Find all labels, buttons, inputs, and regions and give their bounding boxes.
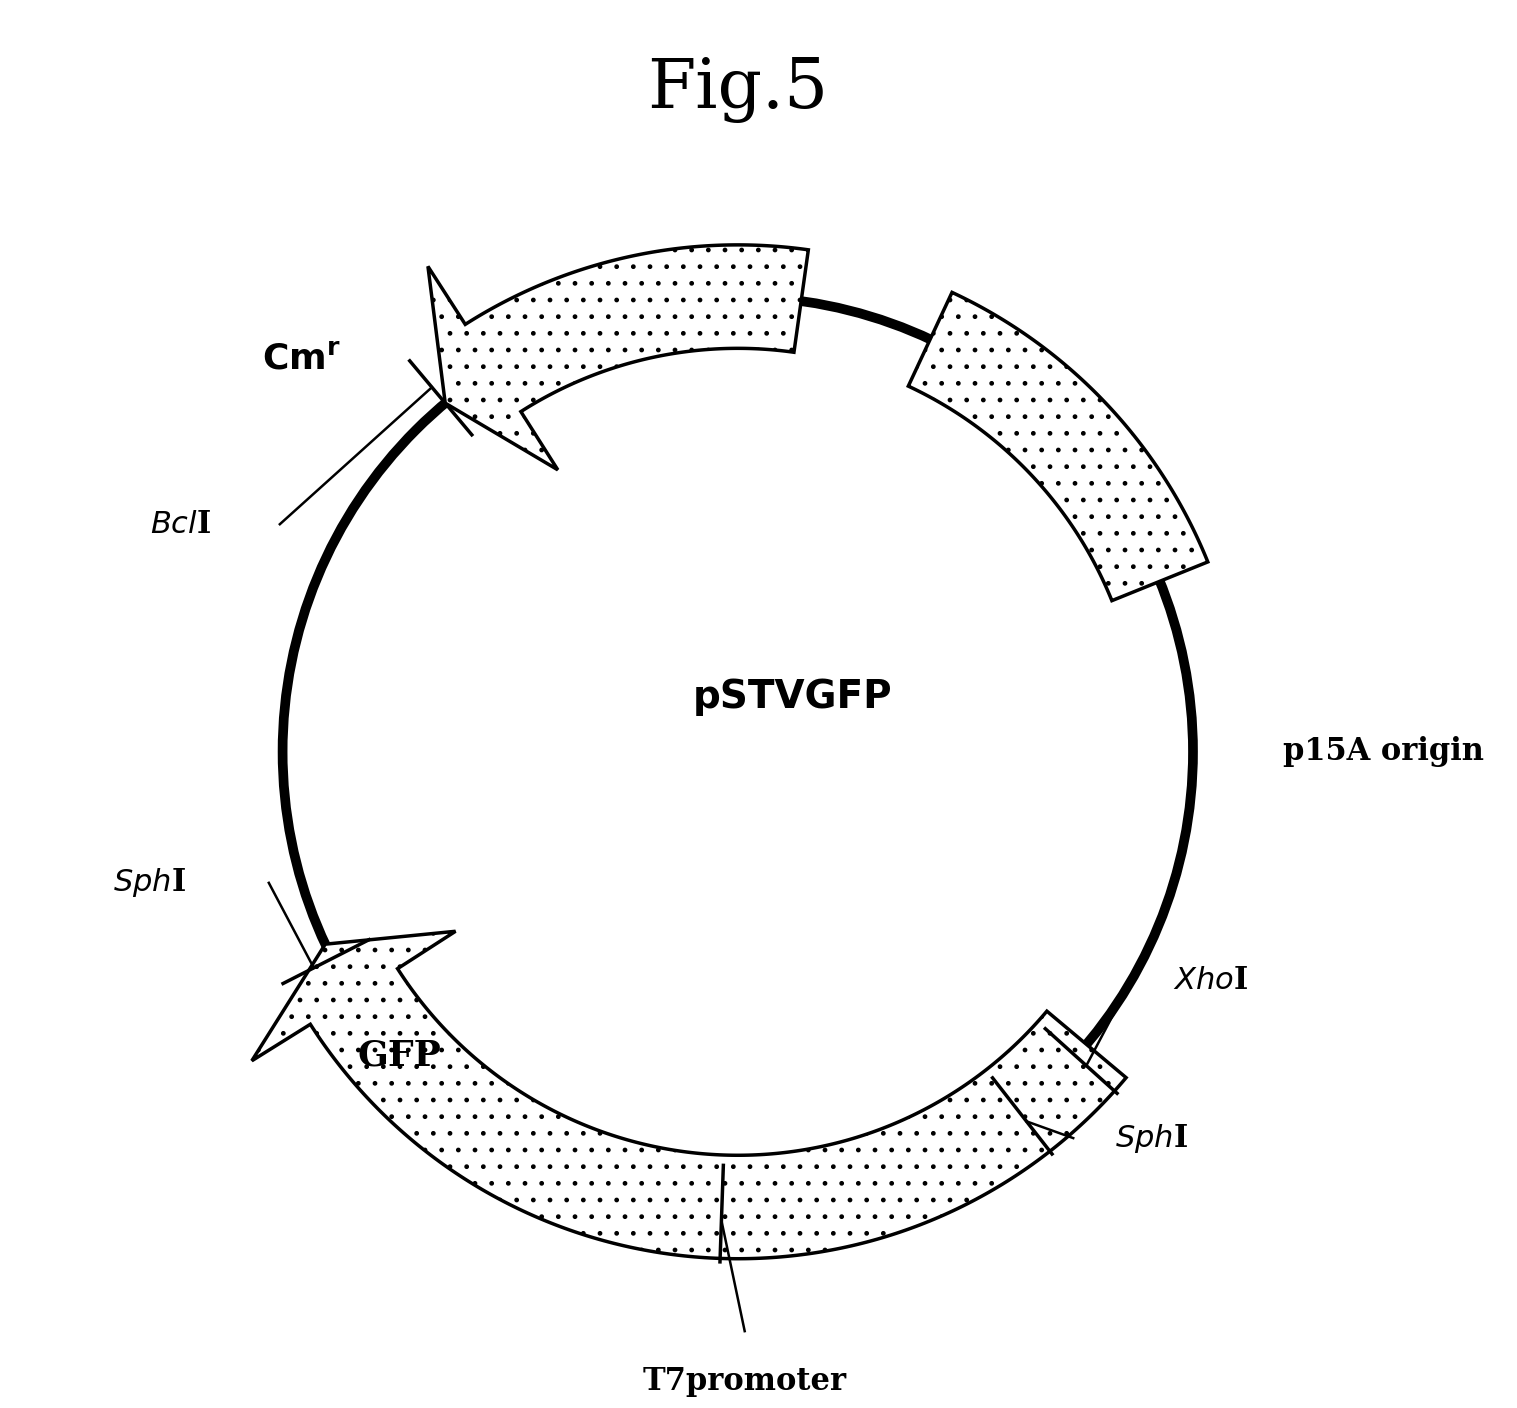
Text: p15A origin: p15A origin — [1283, 736, 1484, 767]
Polygon shape — [909, 293, 1208, 601]
Polygon shape — [252, 931, 1126, 1259]
Text: $\mathit{Sph}$I: $\mathit{Sph}$I — [114, 866, 187, 900]
Text: $\mathbf{Cm^r}$: $\mathbf{Cm^r}$ — [262, 342, 341, 376]
Polygon shape — [428, 245, 809, 470]
Text: GFP: GFP — [358, 1038, 441, 1073]
Text: $\mathit{Xho}$I: $\mathit{Xho}$I — [1173, 964, 1247, 995]
Text: $\mathit{Sph}$I: $\mathit{Sph}$I — [1115, 1122, 1188, 1155]
Text: pSTVGFP: pSTVGFP — [693, 677, 894, 715]
Text: Fig.5: Fig.5 — [648, 56, 828, 122]
Text: $\mathit{Bcl}$I: $\mathit{Bcl}$I — [150, 508, 211, 539]
Text: T7promoter: T7promoter — [643, 1366, 846, 1397]
